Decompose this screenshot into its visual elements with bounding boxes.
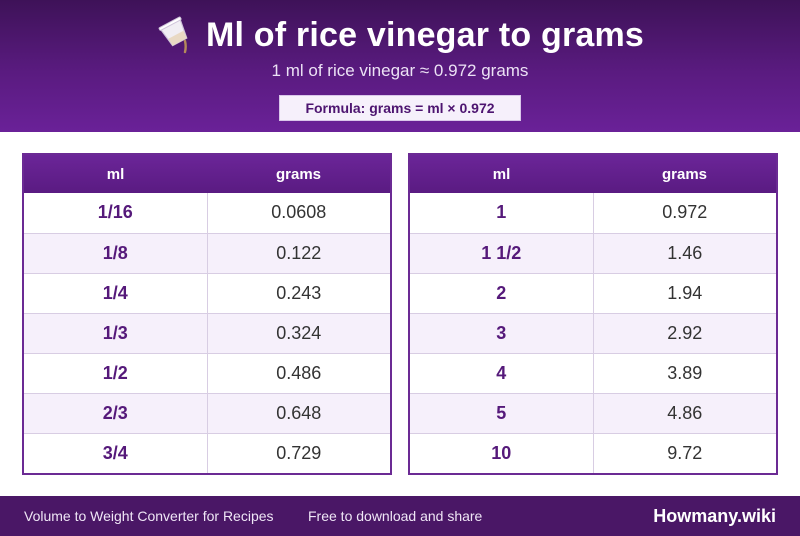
ml-cell: 4 — [410, 352, 594, 393]
ml-cell: 1 — [410, 193, 594, 233]
grams-cell: 0.729 — [207, 432, 390, 473]
grams-cell: 3.89 — [593, 352, 776, 393]
grams-cell: 1.94 — [593, 272, 776, 313]
table-row: 5 4.86 — [410, 392, 776, 433]
table-header-row: ml grams — [410, 155, 776, 193]
ml-cell: 1 1/2 — [410, 232, 594, 273]
ml-cell: 10 — [410, 432, 594, 473]
ml-cell: 1/16 — [24, 193, 208, 233]
grams-cell: 0.0608 — [271, 202, 327, 223]
ml-cell: 1/2 — [24, 352, 208, 393]
ml-cell: 2/3 — [24, 392, 208, 433]
footer-share-note: Free to download and share — [308, 508, 483, 524]
subtitle: 1 ml of rice vinegar ≈ 0.972 grams — [271, 61, 529, 80]
table-row: 1 0.972 — [410, 193, 776, 233]
column-header-grams: grams — [207, 155, 390, 193]
grams-cell: 0.243 — [207, 272, 390, 313]
ml-cell: 2 — [410, 272, 594, 313]
ml-cell: 1/3 — [24, 312, 208, 353]
footer-tagline: Volume to Weight Converter for Recipes — [24, 508, 274, 524]
formula-badge: Formula: grams = ml × 0.972 — [279, 95, 521, 121]
ml-cell: 5 — [410, 392, 594, 433]
grams-cell: 0.486 — [207, 352, 390, 393]
table-header-row: ml grams — [24, 155, 390, 193]
pouring-cup-icon — [156, 15, 194, 55]
table-row: 1/2 0.486 — [24, 352, 390, 393]
column-header-ml: ml — [24, 155, 207, 193]
conversion-table-left: ml grams 1/16 0.0608 1/8 0.122 1/4 0.243… — [22, 153, 392, 475]
table-row: 4 3.89 — [410, 352, 776, 393]
table-row: 1/4 0.243 — [24, 272, 390, 313]
table-row: 2 1.94 — [410, 272, 776, 313]
ml-cell: 1/4 — [24, 272, 208, 313]
grams-cell: 9.72 — [593, 432, 776, 473]
grams-cell: 0.122 — [207, 232, 390, 273]
table-row: 1/8 0.122 — [24, 232, 390, 273]
table-row: 1/3 0.324 — [24, 312, 390, 353]
column-header-ml: ml — [410, 155, 593, 193]
grams-cell: 1.46 — [593, 232, 776, 273]
title-row: Ml of rice vinegar to grams — [0, 12, 800, 58]
table-row: 3 2.92 — [410, 312, 776, 353]
table-row: 1/16 0.0608 — [24, 193, 390, 233]
grams-cell: 0.324 — [207, 312, 390, 353]
grams-cell: 4.86 — [593, 392, 776, 433]
grams-cell: 0.972 — [662, 202, 708, 223]
column-header-grams: grams — [593, 155, 776, 193]
header: Ml of rice vinegar to grams 1 ml of rice… — [0, 0, 800, 132]
conversion-table-right: ml grams 1 0.972 1 1/2 1.46 2 1.94 3 2.9… — [408, 153, 778, 475]
ml-cell: 1/8 — [24, 232, 208, 273]
ml-cell: 3 — [410, 312, 594, 353]
page-title: Ml of rice vinegar to grams — [205, 16, 645, 54]
ml-cell: 3/4 — [24, 432, 208, 473]
table-row: 3/4 0.729 — [24, 432, 390, 473]
grams-cell: 0.648 — [207, 392, 390, 433]
brand-logo-text[interactable]: Howmany.wiki — [653, 506, 776, 526]
table-row: 1 1/2 1.46 — [410, 232, 776, 273]
grams-cell: 2.92 — [593, 312, 776, 353]
table-row: 10 9.72 — [410, 432, 776, 473]
table-row: 2/3 0.648 — [24, 392, 390, 433]
footer: Volume to Weight Converter for Recipes F… — [0, 496, 800, 536]
